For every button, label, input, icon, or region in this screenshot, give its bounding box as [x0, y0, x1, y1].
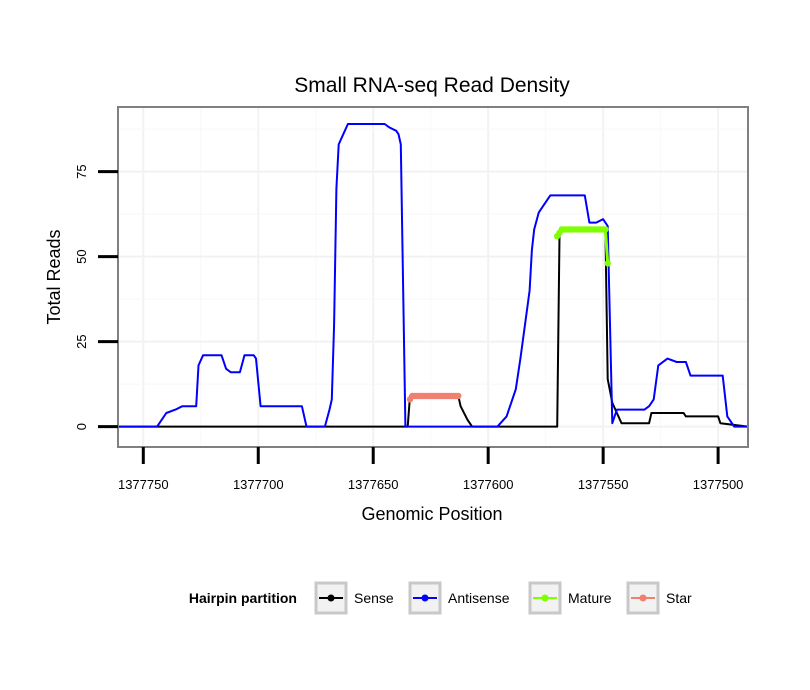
x-tick-label: 1377700 — [233, 477, 284, 492]
grid-lines — [118, 107, 748, 447]
x-tick-label: 1377500 — [693, 477, 744, 492]
legend-label-sense: Sense — [354, 590, 394, 606]
series-line-antisense — [118, 123, 748, 428]
x-tick-label: 1377600 — [463, 477, 514, 492]
y-axis-title: Total Reads — [44, 229, 64, 324]
y-tick-label: 0 — [74, 423, 89, 430]
legend-title: Hairpin partition — [189, 590, 297, 606]
legend-label-antisense: Antisense — [448, 590, 510, 606]
x-axis-title: Genomic Position — [361, 504, 502, 524]
x-axis: 1377750 1377700 1377650 1377600 1377550 13775… — [118, 447, 743, 492]
legend-key-point — [541, 594, 549, 602]
plot-border — [117, 106, 749, 448]
series-line-sense — [118, 228, 749, 428]
series-layer — [118, 123, 749, 428]
x-tick-label: 1377650 — [348, 477, 399, 492]
legend: Hairpin partition Sense Antisense Mature St… — [189, 581, 692, 615]
x-tick-label: 1377550 — [578, 477, 629, 492]
y-tick-label: 50 — [74, 249, 89, 263]
data-point-mature — [604, 260, 611, 267]
data-point-star — [455, 392, 462, 400]
data-point-mature — [602, 226, 609, 233]
plot-area — [118, 107, 748, 447]
legend-key-point — [639, 594, 647, 602]
y-tick-label: 25 — [74, 334, 89, 348]
y-axis: 0 25 50 75 — [74, 164, 118, 430]
legend-label-mature: Mature — [568, 590, 612, 606]
legend-key-point — [421, 594, 429, 602]
y-tick-label: 75 — [74, 164, 89, 178]
x-tick-label: 1377750 — [118, 477, 169, 492]
legend-key-point — [327, 594, 335, 602]
legend-label-star: Star — [666, 590, 692, 606]
chart-title: Small RNA-seq Read Density — [294, 74, 570, 97]
